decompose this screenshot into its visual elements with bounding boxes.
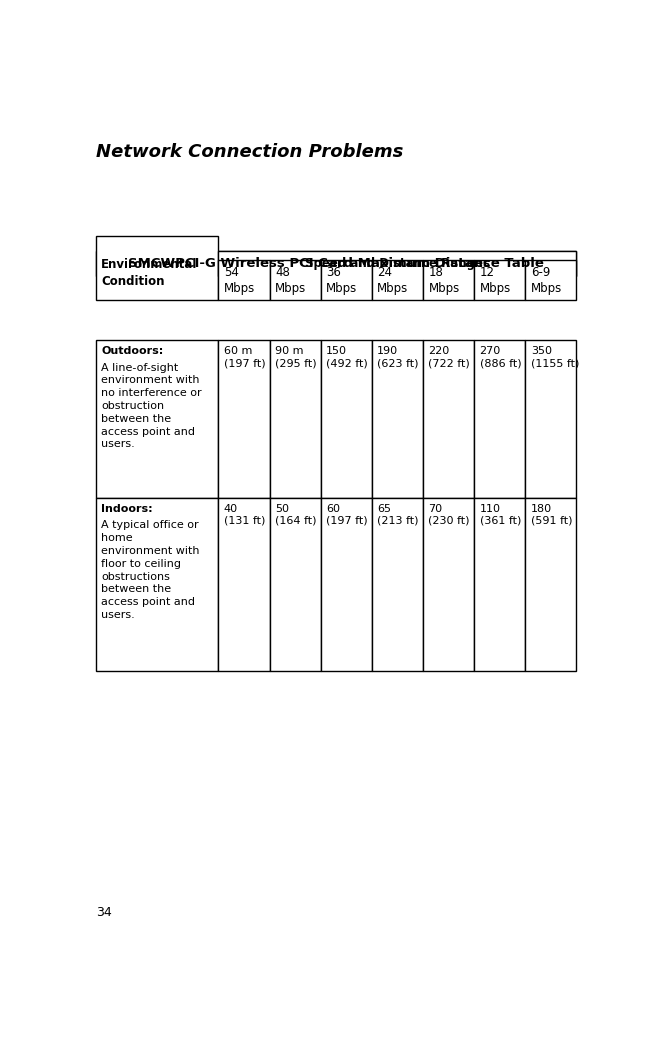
Text: Indoors:: Indoors: (102, 504, 153, 513)
Bar (372, 260, 423, 300)
Text: 50
(164 ft): 50 (164 ft) (275, 504, 317, 526)
Text: 220
(722 ft): 220 (722 ft) (428, 346, 470, 368)
Text: 54
Mbps: 54 Mbps (224, 266, 255, 295)
Bar (270, 260, 321, 300)
Bar (270, 499, 321, 671)
Text: 12
Mbps: 12 Mbps (480, 266, 511, 295)
Bar (218, 340, 270, 499)
Bar (423, 499, 474, 671)
Text: 48
Mbps: 48 Mbps (275, 266, 306, 295)
Text: 90 m
(295 ft): 90 m (295 ft) (275, 346, 317, 368)
Bar (474, 340, 525, 499)
Bar (321, 260, 372, 300)
Bar (372, 340, 423, 499)
Bar (96, 251, 577, 276)
Bar (372, 499, 423, 671)
Text: Condition: Condition (102, 275, 165, 287)
Text: 60 m
(197 ft): 60 m (197 ft) (224, 346, 266, 368)
Bar (474, 260, 525, 300)
Bar (525, 499, 577, 671)
Text: SMCWPCI-G Wireless PCI Card Maximum Distance Table: SMCWPCI-G Wireless PCI Card Maximum Dist… (129, 257, 544, 269)
Bar (321, 340, 372, 499)
Text: 34: 34 (96, 907, 112, 919)
Text: Speed and Distance Ranges: Speed and Distance Ranges (305, 257, 490, 269)
Bar (218, 251, 577, 276)
Text: 70
(230 ft): 70 (230 ft) (428, 504, 470, 526)
Bar (423, 260, 474, 300)
Text: A typical office or
home
environment with
floor to ceiling
obstructions
between : A typical office or home environment wit… (102, 521, 200, 620)
Text: A line-of-sight
environment with
no interference or
obstruction
between the
acce: A line-of-sight environment with no inte… (102, 363, 202, 449)
Text: Environmental: Environmental (102, 258, 197, 270)
Bar (525, 340, 577, 499)
Text: 24
Mbps: 24 Mbps (377, 266, 409, 295)
Bar (96, 499, 218, 671)
Text: 6-9
Mbps: 6-9 Mbps (531, 266, 562, 295)
Bar (96, 236, 218, 300)
Text: 150
(492 ft): 150 (492 ft) (326, 346, 368, 368)
Bar (218, 499, 270, 671)
Bar (423, 340, 474, 499)
Bar (218, 260, 270, 300)
Bar (321, 499, 372, 671)
Text: 110
(361 ft): 110 (361 ft) (480, 504, 521, 526)
Text: 18
Mbps: 18 Mbps (428, 266, 460, 295)
Bar (96, 340, 218, 499)
Text: 60
(197 ft): 60 (197 ft) (326, 504, 368, 526)
Bar (270, 340, 321, 499)
Text: 270
(886 ft): 270 (886 ft) (480, 346, 522, 368)
Bar (474, 499, 525, 671)
Text: 190
(623 ft): 190 (623 ft) (377, 346, 419, 368)
Text: 350
(1155 ft): 350 (1155 ft) (531, 346, 579, 368)
Text: 180
(591 ft): 180 (591 ft) (531, 504, 572, 526)
Text: 65
(213 ft): 65 (213 ft) (377, 504, 419, 526)
Bar (525, 260, 577, 300)
Text: 40
(131 ft): 40 (131 ft) (224, 504, 265, 526)
Text: 36
Mbps: 36 Mbps (326, 266, 358, 295)
Text: Network Connection Problems: Network Connection Problems (96, 143, 403, 161)
Text: Outdoors:: Outdoors: (102, 346, 163, 356)
